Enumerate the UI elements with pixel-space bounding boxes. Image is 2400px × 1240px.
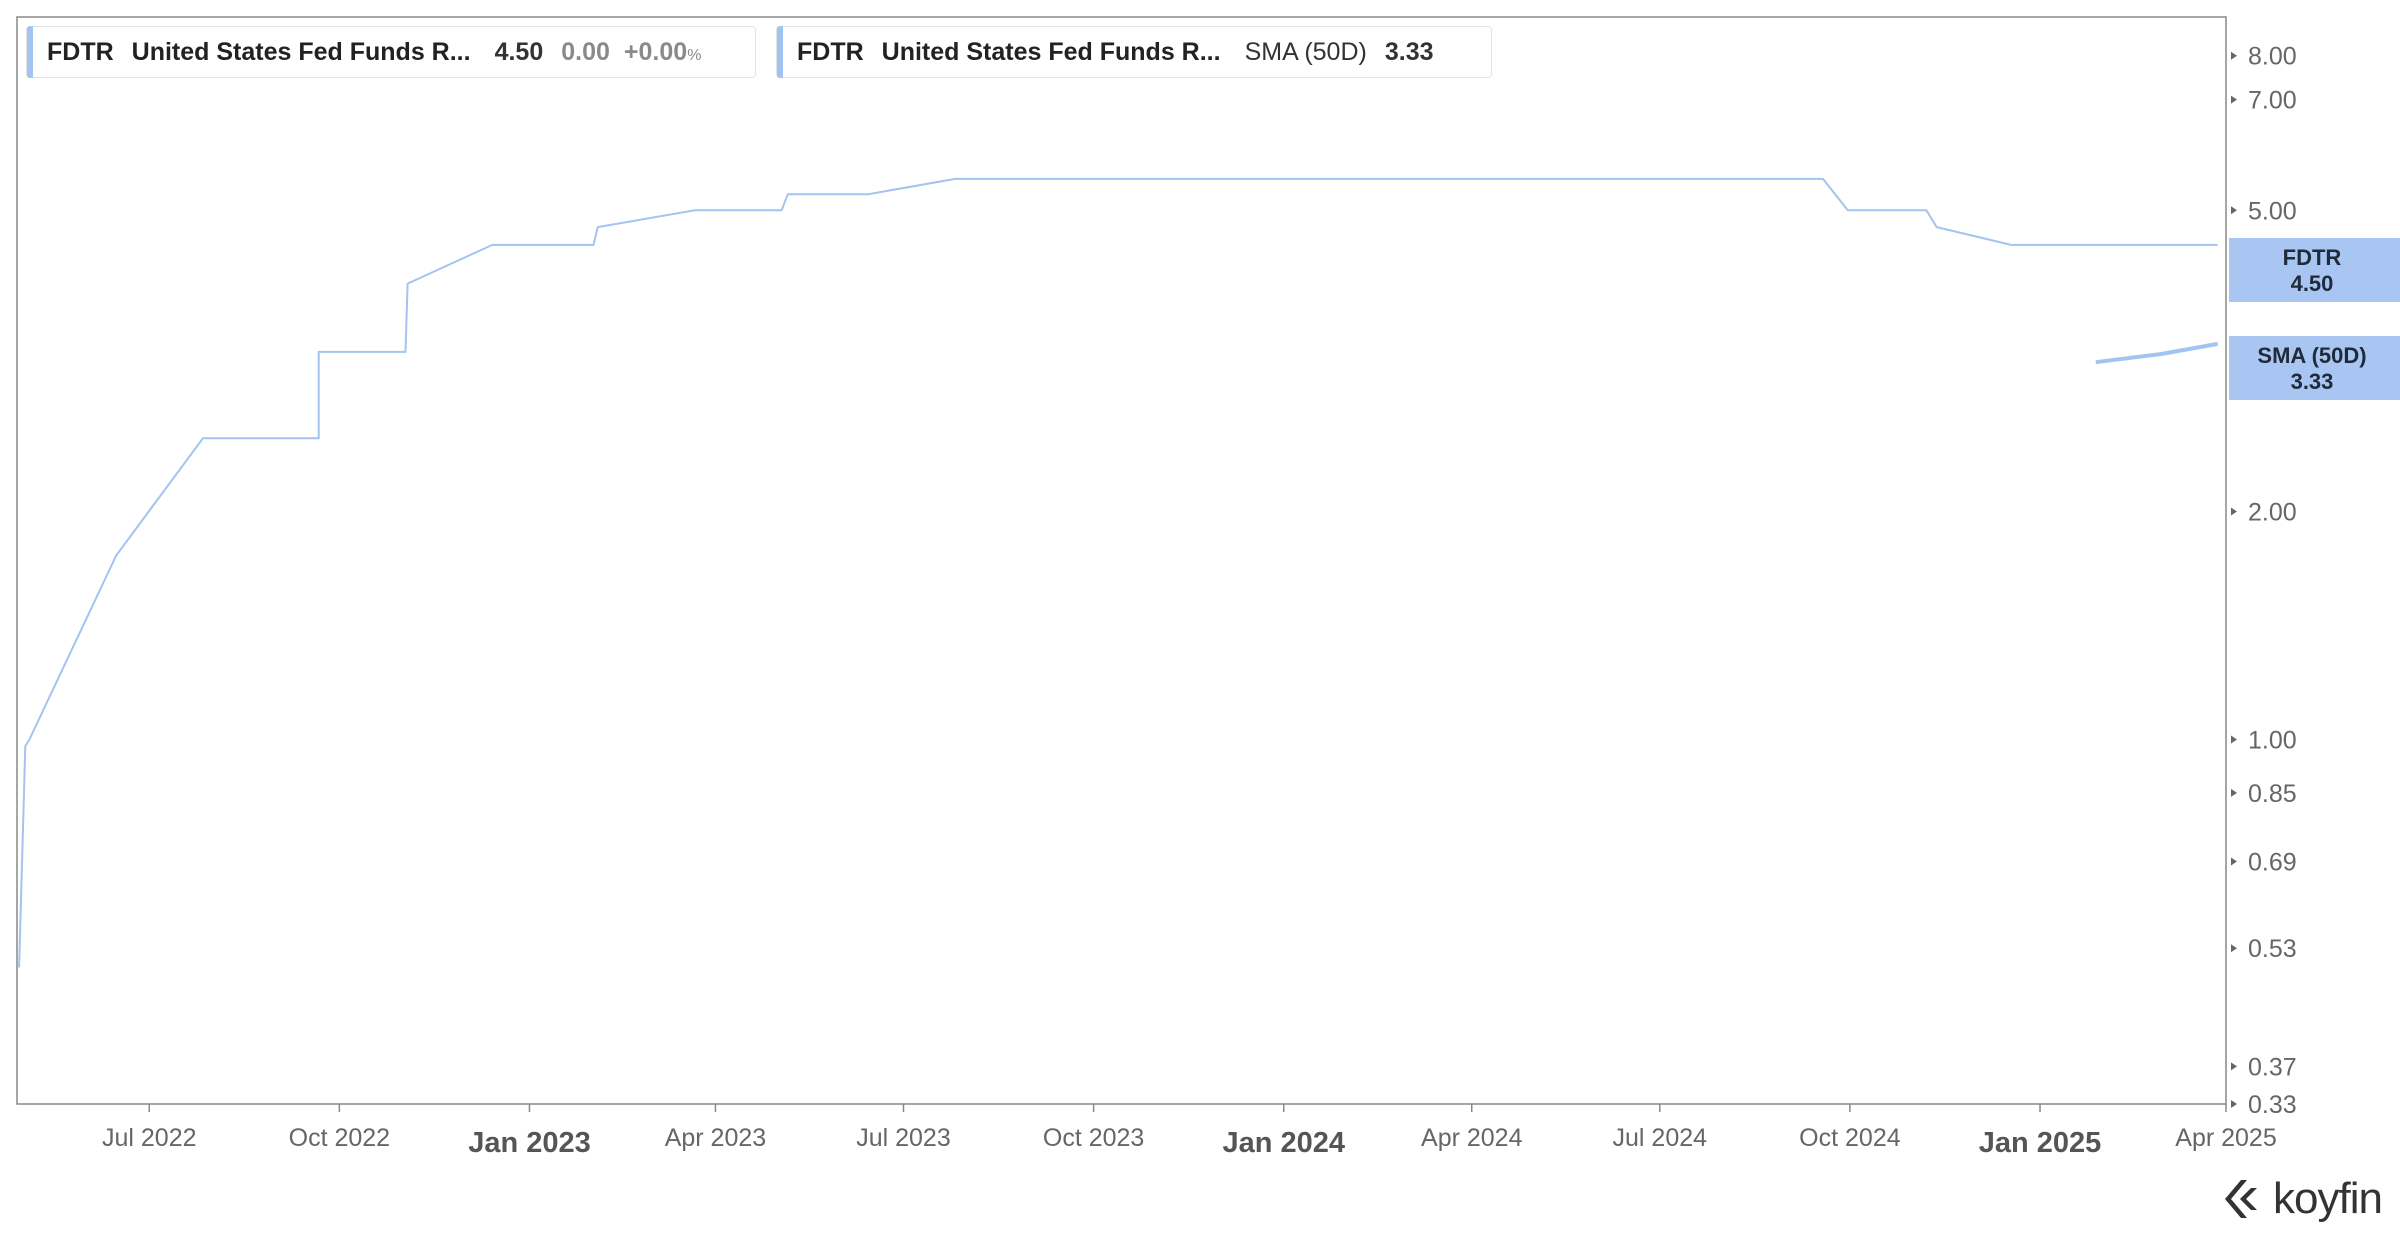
x-tick-label: Apr 2025 <box>2175 1124 2276 1152</box>
y-tick-label: 0.37 <box>2248 1053 2297 1081</box>
y-tick-mark <box>2231 206 2237 215</box>
x-tick-label: Jan 2024 <box>1222 1127 1345 1159</box>
legend-percent-change: +0.00% <box>624 38 702 67</box>
koyfin-mark-icon <box>2225 1180 2258 1218</box>
y-tick-mark <box>2231 788 2237 797</box>
price-tag-value: 3.33 <box>2291 369 2334 394</box>
y-tick-label: 0.33 <box>2248 1091 2297 1119</box>
y-tick-mark <box>2231 51 2237 60</box>
legend-fdtr[interactable]: FDTR United States Fed Funds R... 4.50 0… <box>26 26 756 78</box>
y-tick-label: 8.00 <box>2248 43 2297 71</box>
legend-value: 4.50 <box>494 37 544 66</box>
legend-value: 3.33 <box>1384 37 1434 66</box>
sma-series-line <box>2095 341 2219 365</box>
legend-swatch <box>777 26 783 78</box>
x-tick-label: Oct 2022 <box>289 1124 390 1152</box>
legend-series-name: United States Fed Funds R... <box>881 37 1221 66</box>
logo-text: koyfin <box>2273 1174 2383 1223</box>
y-tick-label: 0.85 <box>2248 780 2297 808</box>
x-tick-label: Apr 2023 <box>665 1124 766 1152</box>
legend-indicator: SMA (50D) <box>1244 37 1367 66</box>
y-tick-label: 5.00 <box>2248 197 2297 225</box>
series-layer <box>18 177 2219 968</box>
y-tick-mark <box>2231 507 2237 516</box>
x-tick-label: Jul 2022 <box>102 1124 197 1152</box>
y-tick-label: 2.00 <box>2248 499 2297 527</box>
price-tag-label: SMA (50D) <box>2257 343 2366 368</box>
y-tick-label: 1.00 <box>2248 726 2297 754</box>
legend-ticker: FDTR <box>797 37 864 66</box>
legend-swatch <box>27 26 33 78</box>
x-tick-label: Jul 2024 <box>1613 1124 1708 1152</box>
y-tick-mark <box>2231 944 2237 953</box>
legend-percent-value: +0.00 <box>623 37 688 66</box>
y-tick-label: 7.00 <box>2248 87 2297 115</box>
legend-change: 0.00 <box>561 37 610 66</box>
legend-percent-unit: % <box>687 46 702 64</box>
fdtr-series-line <box>18 177 2218 968</box>
y-tick-mark <box>2231 735 2237 744</box>
x-tick-label: Apr 2024 <box>1421 1124 1523 1152</box>
y-tick-mark <box>2231 857 2237 866</box>
legend-series-name: United States Fed Funds R... <box>131 37 471 66</box>
legend-ticker: FDTR <box>47 37 114 66</box>
axes-layer: 0.330.370.530.690.851.002.003.005.007.00… <box>16 16 2297 1159</box>
price-tag-bg <box>2229 238 2400 302</box>
x-tick-label: Jan 2025 <box>1979 1127 2102 1159</box>
x-tick-label: Oct 2024 <box>1799 1124 1901 1152</box>
x-tick-label: Jul 2023 <box>856 1124 951 1152</box>
koyfin-logo: koyfin <box>2221 1174 2383 1224</box>
price-tag-value: 4.50 <box>2291 271 2334 296</box>
x-tick-label: Oct 2023 <box>1043 1124 1144 1152</box>
y-tick-mark <box>2231 1062 2237 1071</box>
plot-frame <box>16 16 2227 1105</box>
y-tick-mark <box>2231 95 2237 104</box>
y-tick-mark <box>2231 1100 2237 1108</box>
price-tag-bg <box>2229 336 2400 400</box>
y-tick-label: 0.53 <box>2248 935 2297 963</box>
legend-sma[interactable]: FDTR United States Fed Funds R... SMA (5… <box>776 26 1492 78</box>
price-tag-label: FDTR <box>2283 245 2342 270</box>
x-tick-label: Jan 2023 <box>468 1127 591 1159</box>
y-tick-label: 0.69 <box>2248 848 2297 876</box>
